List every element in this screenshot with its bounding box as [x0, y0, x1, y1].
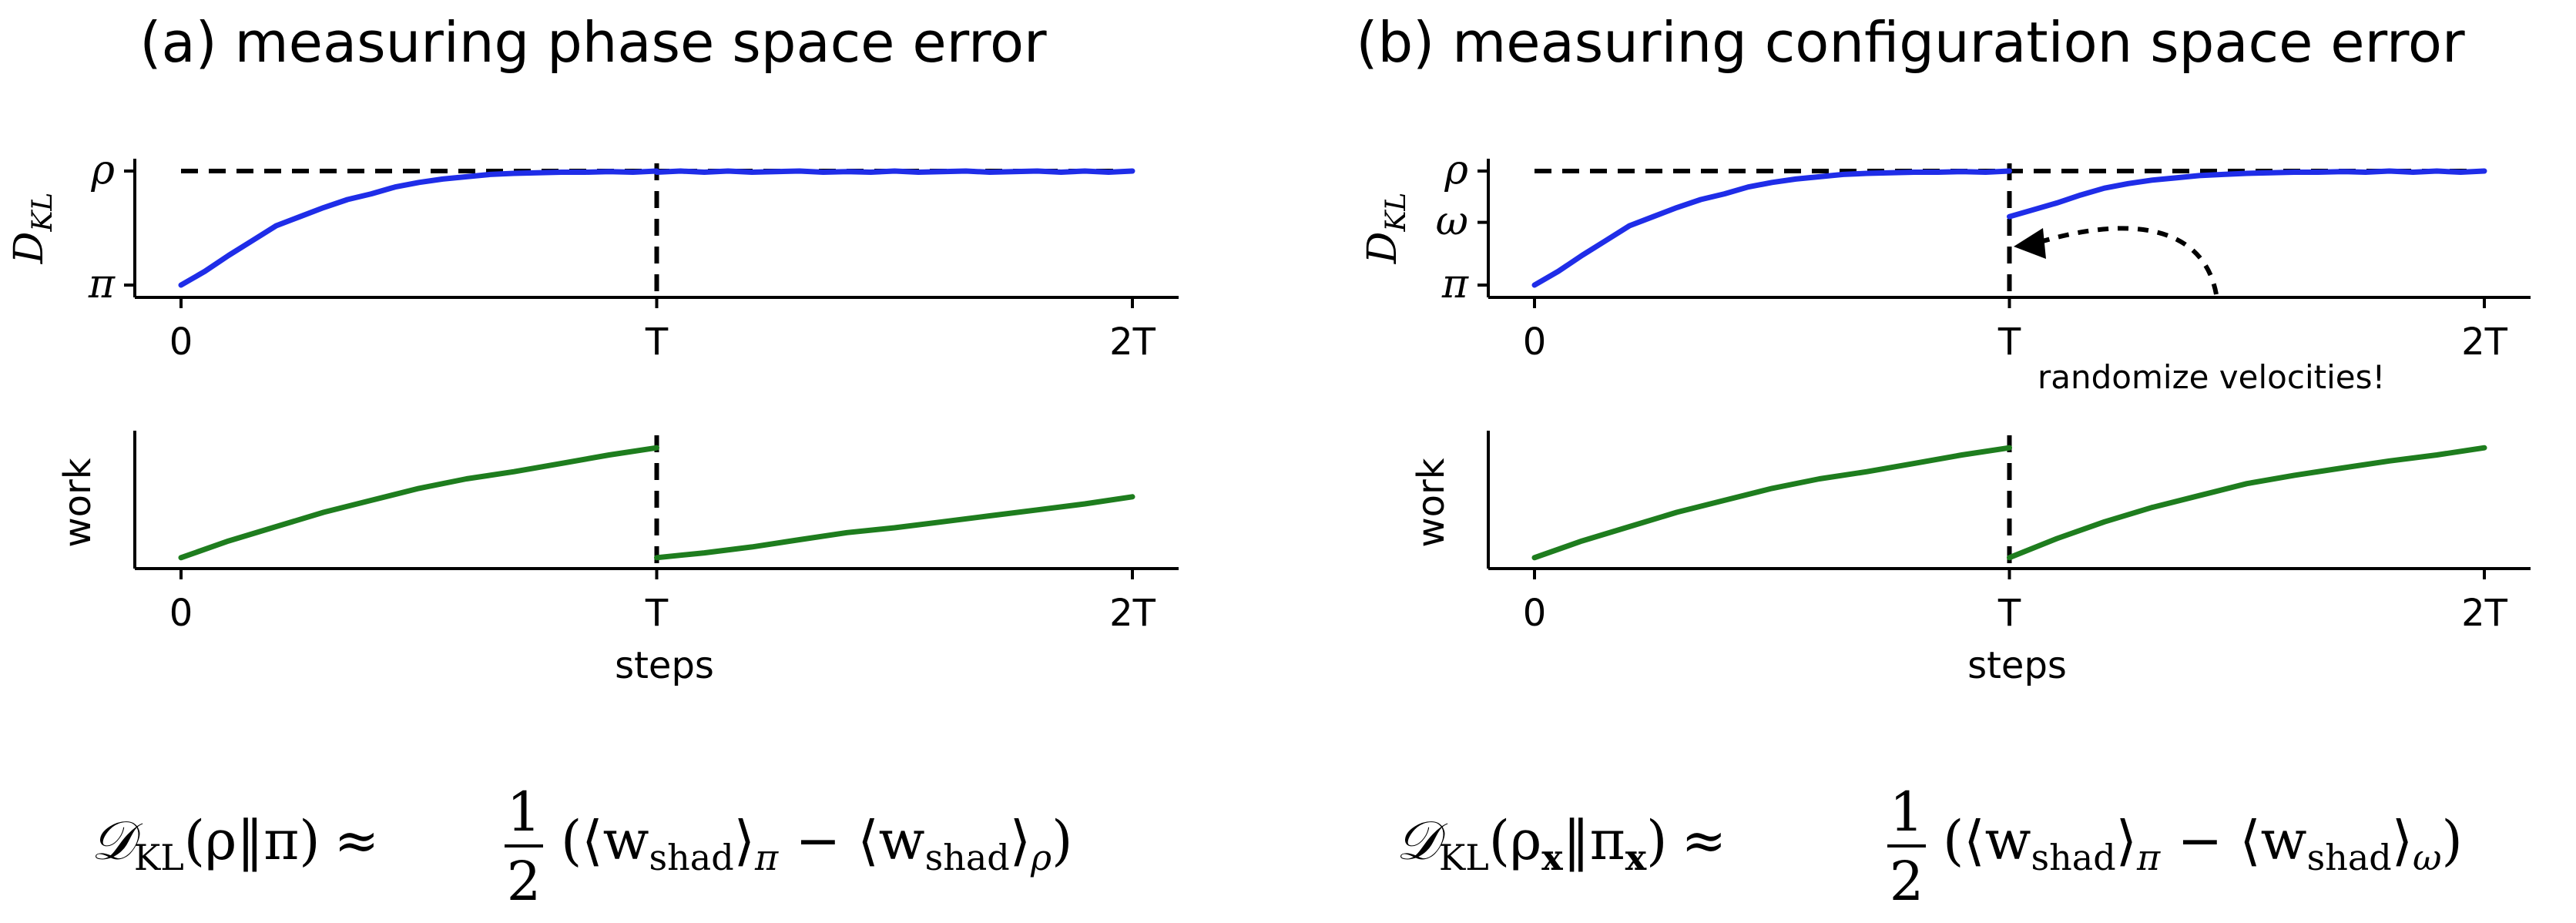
- x-axis-label: steps: [1967, 644, 2067, 687]
- eq-a-open: (⟨w: [561, 809, 649, 872]
- y-axis-label: DKL: [6, 193, 59, 265]
- y-tick-label: π: [88, 261, 116, 307]
- eq-a-frac-den: 2: [507, 850, 542, 913]
- x-tick-label: T: [645, 592, 669, 635]
- panel-b-subplot-work: 0 T 2T work steps: [1410, 431, 2531, 687]
- panel-b: 0 T 2T πωρ DKL 0 T 2T work steps: [1360, 147, 2531, 687]
- series-line-2: [654, 168, 1135, 175]
- panel-a: 0 T 2T π ρ DKL 0 T 2T work steps: [6, 147, 1179, 687]
- series-line-1: [178, 445, 659, 561]
- eq-a-close2: ⟩: [1010, 809, 1031, 872]
- series-line-2: [2007, 445, 2487, 561]
- eq-b-close1: ⟩: [2116, 809, 2137, 872]
- eq-a-approx: ≈: [334, 809, 380, 872]
- eq-a-end: ): [1052, 809, 1072, 872]
- eq-b-sub-x2: x: [1625, 837, 1647, 878]
- y-axis-label-sub: KL: [1380, 193, 1412, 233]
- eq-b-end: ): [2442, 809, 2463, 872]
- y-tick-label: ρ: [90, 147, 115, 193]
- eq-a-fraction: 1 2: [505, 780, 543, 913]
- eq-b-sub-omega: ω: [2413, 837, 2442, 878]
- eq-a-minus: − ⟨w: [778, 809, 924, 872]
- eq-b-fraction: 1 2: [1887, 780, 1926, 913]
- panel-a-subplot-work: 0 T 2T work steps: [56, 431, 1179, 687]
- x-tick-label: T: [1997, 321, 2021, 364]
- annotation-text: randomize velocities!: [2038, 358, 2385, 396]
- x-axis-label: steps: [615, 644, 714, 687]
- eq-a-D-sub: KL: [134, 837, 184, 878]
- y-tick-label: π: [1441, 261, 1469, 307]
- eq-b-minus: − ⟨w: [2160, 809, 2306, 872]
- eq-b-approx: ≈: [1681, 809, 1726, 872]
- x-tick-label: 2T: [1109, 321, 1156, 364]
- series-line-1: [178, 168, 659, 288]
- equation-a-rhs: (⟨wshad⟩π − ⟨wshad⟩ρ): [561, 809, 1072, 878]
- eq-b-sub-pi: π: [2136, 837, 2161, 878]
- eq-b-close2: ⟩: [2392, 809, 2413, 872]
- y-axis-label: work: [1410, 458, 1453, 547]
- eq-b-wsub2: shad: [2307, 837, 2392, 878]
- eq-b-args-open: (ρ: [1489, 809, 1541, 872]
- x-tick-label: 0: [1523, 321, 1547, 364]
- eq-b-args-close: ): [1646, 809, 1667, 872]
- eq-a-sub-pi: π: [754, 837, 779, 878]
- x-tick-label: T: [1997, 592, 2021, 635]
- y-axis-label-sub: KL: [27, 193, 59, 233]
- y-tick-label: ω: [1436, 199, 1468, 245]
- eq-a-args: (ρ‖π): [184, 809, 320, 872]
- eq-b-args-mid: ‖π: [1563, 809, 1625, 872]
- eq-b-wsub1: shad: [2031, 837, 2116, 878]
- y-axis-label: work: [56, 458, 99, 547]
- eq-b-open: (⟨w: [1943, 809, 2031, 872]
- x-tick-label: 2T: [2461, 321, 2508, 364]
- eq-b-frac-den: 2: [1890, 850, 1924, 913]
- eq-b-D-sub: KL: [1439, 837, 1489, 878]
- x-tick-label: 0: [169, 321, 193, 364]
- panel-b-subplot-dkl: 0 T 2T πωρ DKL: [1360, 147, 2531, 364]
- x-tick-label: 0: [1523, 592, 1547, 635]
- eq-b-sub-x1: x: [1541, 837, 1563, 878]
- panel-b-title: (b) measuring configuration space error: [1356, 10, 2465, 75]
- eq-a-close1: ⟩: [734, 809, 755, 872]
- annotation-arrowhead: [2014, 228, 2046, 259]
- annotation-arrow-curve: [2037, 226, 2219, 295]
- eq-b-frac-num: 1: [1890, 780, 1924, 844]
- eq-a-sub-rho: ρ: [1030, 837, 1052, 878]
- x-tick-label: 2T: [2461, 592, 2508, 635]
- series-line-1: [1531, 168, 2012, 288]
- panel-a-subplot-dkl: 0 T 2T π ρ DKL: [6, 147, 1179, 364]
- series-line-1: [1531, 445, 2012, 561]
- y-tick-label: ρ: [1444, 147, 1468, 193]
- eq-a-frac-num: 1: [507, 780, 542, 844]
- eq-a-wsub2: shad: [925, 837, 1010, 878]
- y-axis-label: DKL: [1360, 193, 1412, 265]
- x-tick-label: T: [645, 321, 669, 364]
- annotation-randomize: randomize velocities!: [2014, 226, 2385, 396]
- equation-b: 𝒟KL(ρx‖πx) ≈: [1396, 809, 1726, 878]
- panel-a-title: (a) measuring phase space error: [139, 10, 1047, 75]
- series-line-2: [654, 494, 1135, 561]
- x-tick-label: 0: [169, 592, 193, 635]
- equation-a: 𝒟KL(ρ‖π) ≈: [91, 809, 379, 878]
- equation-b-rhs: (⟨wshad⟩π − ⟨wshad⟩ω): [1943, 809, 2463, 878]
- x-tick-label: 2T: [1109, 592, 1156, 635]
- eq-a-wsub1: shad: [649, 837, 734, 878]
- series-line-2: [2007, 168, 2487, 220]
